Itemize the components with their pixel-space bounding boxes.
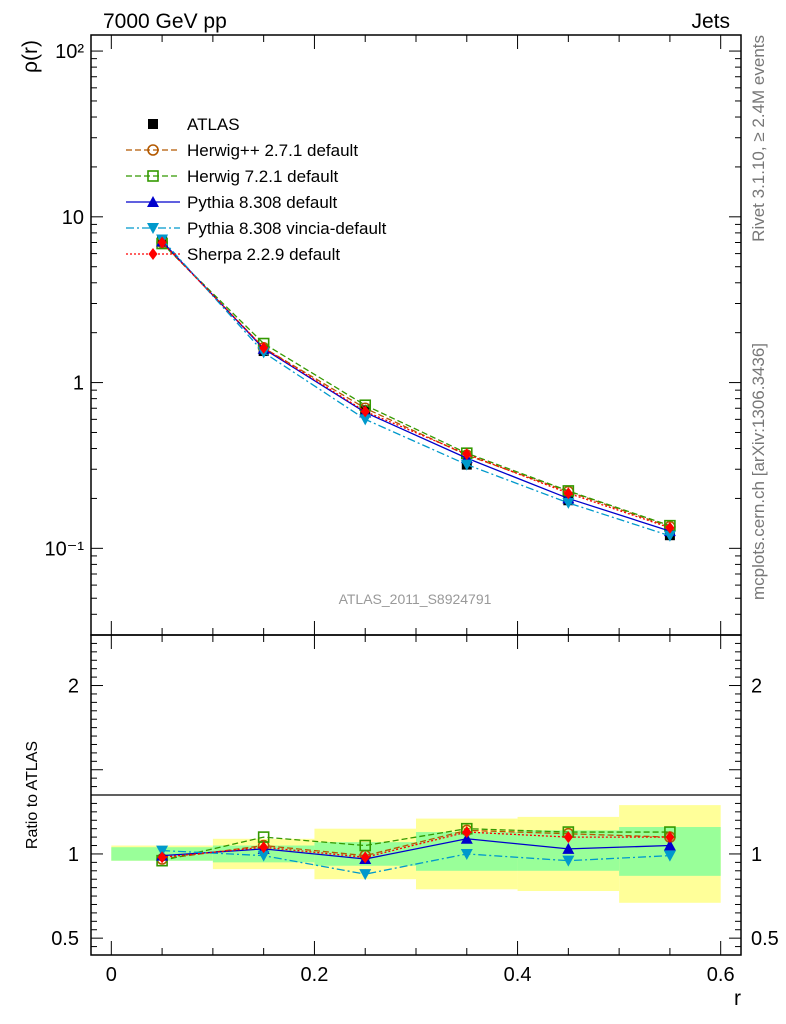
legend-herwigpp-marker [147,144,159,156]
main-vincia-point [562,497,575,509]
main-herwigpp-line [161,242,671,528]
main-sherpa-point [259,341,269,354]
ratio-herwig7-point [359,839,372,852]
ratio-sherpa-line [162,831,670,858]
main-sherpa-point [157,236,167,249]
main-vincia-point [460,459,473,471]
ratio-vincia-point [156,845,169,857]
ratio-xtick-label: 0.4 [504,964,532,986]
legend-vincia-label: Pythia 8.308 vincia-default [187,219,387,238]
legend-pythia-label: Pythia 8.308 default [187,193,338,212]
ratio-herwigpp-line [162,829,670,860]
ratio-panel: 0 0.2 0.4 0.6 0.5 0.5 1 1 2 2 Ratio to ATLAS r [24,634,779,1010]
legend-sherpa-marker [148,248,158,260]
legend-herwigpp-label: Herwig++ 2.7.1 default [187,141,358,160]
main-vincia-point [359,414,372,426]
ratio-sherpa-point [360,851,370,864]
ratio-ytick-label-right: 0.5 [751,928,779,950]
main-sherpa-point [563,487,573,500]
header-left: 7000 GeV pp [103,10,227,33]
header-right: Jets [691,10,730,33]
main-series-group [156,234,676,542]
ratio-xlabel: r [734,987,741,1010]
ratio-vincia-point [359,869,372,881]
main-vincia-point [663,530,676,542]
legend-herwig7-marker [147,170,159,182]
legend-sherpa-label: Sherpa 2.2.9 default [187,245,340,264]
main-sherpa-line [161,242,671,529]
main-herwig7-line [161,243,671,527]
ratio-pythia-line [162,838,670,860]
ratio-xtick-label: 0.2 [301,964,329,986]
main-ticks: 10⁻¹ 1 10 10² [45,35,741,636]
legend-pythia-marker [147,196,159,207]
ratio-vincia-line [162,849,670,875]
ratio-sherpa-point [665,831,675,844]
ratio-xtick-label: 0.6 [707,964,735,986]
legend-vincia-marker [147,223,159,234]
ratio-vincia-point [562,855,575,867]
ratio-ticks: 0 0.2 0.4 0.6 0.5 0.5 1 1 2 2 [51,634,779,986]
legend: ATLAS Herwig++ 2.7.1 default Herwig 7.2.1 … [126,115,387,264]
main-ytick-label: 10⁻¹ [45,538,85,560]
main-ytick-label: 10² [55,41,84,63]
ratio-sherpa-point [259,841,269,854]
main-sherpa-point [462,448,472,461]
ratio-pythia-point [460,832,473,844]
ratio-herwig7-line [161,828,670,862]
main-vincia-line [161,239,671,537]
ratio-pythia-point [562,842,575,854]
main-pythia-line [161,241,671,532]
main-sherpa-point [665,521,675,534]
main-ytick-label: 10 [62,207,84,229]
ratio-xtick-label: 0 [106,964,117,986]
legend-atlas-marker [148,119,158,129]
main-ytick-label: 1 [73,373,84,395]
ratio-vincia-point [460,848,473,860]
mcplots-side-label: mcplots.cern.ch [arXiv:1306.3436] [749,343,768,600]
rivet-side-label: Rivet 3.1.10, ≥ 2.4M events [749,35,768,242]
analysis-id-label: ATLAS_2011_S8924791 [339,591,492,607]
ratio-vincia-point [663,850,676,862]
ratio-ytick-label-right: 2 [751,676,762,698]
ratio-ytick-label-left: 0.5 [51,928,79,950]
main-sherpa-point [360,405,370,418]
main-panel: 10⁻¹ 1 10 10² ρ(r) ATLAS_2011_S8924791 ATLA… [19,34,742,636]
ratio-ylabel: Ratio to ATLAS [24,741,41,849]
ratio-ytick-label-left: 2 [68,676,79,698]
ratio-ytick-label-left: 1 [68,844,79,866]
ratio-vincia-point [257,850,270,862]
legend-atlas-label: ATLAS [187,115,240,134]
main-ylabel: ρ(r) [19,40,42,73]
ratio-ytick-label-right: 1 [751,844,762,866]
legend-herwig7-label: Herwig 7.2.1 default [187,167,338,186]
ratio-pythia-point [663,839,676,851]
ratio-series-group [156,822,676,881]
ratio-sherpa-point [157,851,167,864]
ratio-sherpa-point [462,826,472,839]
ratio-sherpa-point [563,831,573,844]
